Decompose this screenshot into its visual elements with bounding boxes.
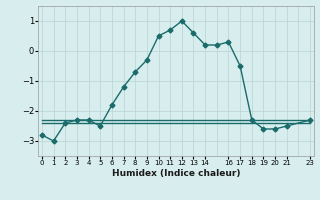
X-axis label: Humidex (Indice chaleur): Humidex (Indice chaleur) (112, 169, 240, 178)
